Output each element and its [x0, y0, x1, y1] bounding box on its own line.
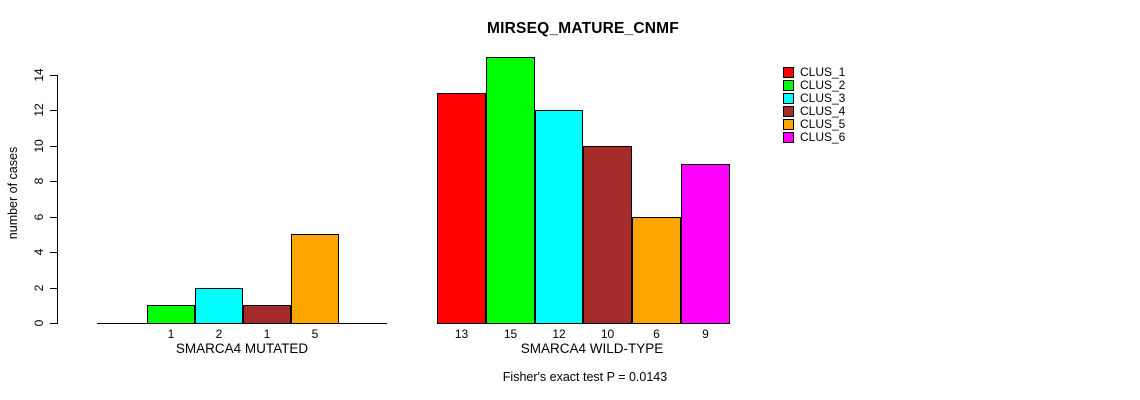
- bar-CLUS_5: [632, 217, 681, 324]
- legend-swatch-icon: [783, 118, 794, 130]
- legend-entry-CLUS_1: CLUS_1: [783, 66, 845, 78]
- y-tick-label: 10: [32, 139, 46, 153]
- y-tick-mark: [50, 181, 57, 182]
- legend-entry-CLUS_3: CLUS_3: [783, 92, 845, 104]
- legend-label: CLUS_3: [800, 91, 846, 105]
- legend-swatch-icon: [783, 105, 794, 117]
- bar-count-label: 9: [702, 327, 709, 341]
- y-tick-mark: [50, 323, 57, 324]
- bar-count-label: 10: [600, 327, 615, 341]
- legend-entry-CLUS_2: CLUS_2: [783, 79, 845, 91]
- bar-count-label: 12: [552, 327, 566, 341]
- legend-entry-CLUS_4: CLUS_4: [783, 105, 845, 117]
- bar-CLUS_5: [291, 234, 339, 324]
- bar-count-label: 2: [215, 327, 223, 341]
- bar-CLUS_3: [535, 110, 583, 324]
- y-tick-mark: [50, 146, 57, 147]
- y-tick-mark: [50, 110, 57, 111]
- legend-swatch-icon: [783, 92, 794, 104]
- legend-label: CLUS_2: [800, 78, 846, 92]
- bar-count-label: 1: [167, 327, 175, 341]
- bar-CLUS_1: [437, 93, 486, 324]
- x-axis-label-wildtype: SMARCA4 WILD-TYPE: [520, 341, 664, 356]
- bar-CLUS_6: [681, 164, 730, 324]
- y-axis-line: [57, 75, 58, 324]
- legend-label: CLUS_5: [800, 117, 846, 131]
- bar-count-label: 15: [503, 327, 518, 341]
- y-tick-label: 2: [32, 284, 46, 292]
- legend-entry-CLUS_6: CLUS_6: [783, 131, 845, 143]
- legend-label: CLUS_1: [800, 65, 846, 79]
- bar-CLUS_2: [147, 305, 195, 324]
- y-axis-title: number of cases: [6, 146, 20, 240]
- y-tick-label: 14: [32, 68, 46, 82]
- bar-CLUS_2: [486, 57, 535, 324]
- bar-count-label: 5: [311, 327, 319, 341]
- bar-count-label: 6: [653, 327, 660, 341]
- legend-swatch-icon: [783, 131, 794, 143]
- bar-count-label: 13: [454, 327, 469, 341]
- y-tick-label: 12: [32, 103, 46, 117]
- y-tick-mark: [50, 217, 57, 218]
- bar-CLUS_4: [243, 305, 291, 324]
- fisher-test-footnote: Fisher's exact test P = 0.0143: [502, 370, 668, 384]
- bar-count-label: 1: [263, 327, 271, 341]
- legend-swatch-icon: [783, 79, 794, 91]
- x-axis-label-mutated: SMARCA4 MUTATED: [175, 341, 309, 356]
- y-tick-label: 0: [32, 319, 46, 327]
- legend-label: CLUS_6: [800, 130, 846, 144]
- bar-CLUS_3: [195, 288, 243, 324]
- legend-entry-CLUS_5: CLUS_5: [783, 118, 845, 130]
- y-tick-label: 6: [32, 213, 46, 221]
- chart-title: MIRSEQ_MATURE_CNMF: [487, 20, 679, 37]
- legend-label: CLUS_4: [800, 104, 846, 118]
- bar-CLUS_4: [583, 146, 632, 324]
- y-tick-mark: [50, 288, 57, 289]
- y-tick-label: 4: [32, 248, 46, 256]
- y-tick-mark: [50, 75, 57, 76]
- y-tick-label: 8: [32, 177, 46, 185]
- y-tick-mark: [50, 252, 57, 253]
- legend-swatch-icon: [783, 66, 794, 78]
